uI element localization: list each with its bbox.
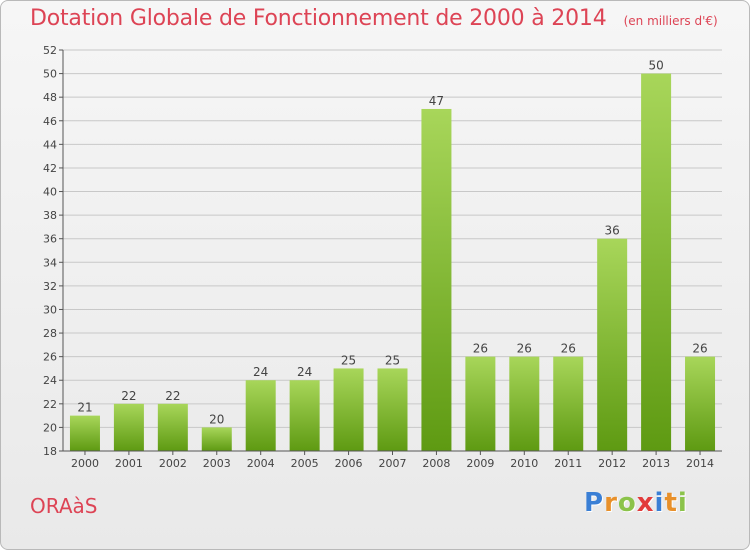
bar-2012 [597, 238, 628, 451]
data-label-2012: 36 [605, 224, 620, 238]
x-tick-label-2006: 2006 [335, 457, 363, 470]
y-tick-label: 34 [43, 256, 57, 269]
x-tick-label-2002: 2002 [159, 457, 187, 470]
x-tick-label-2012: 2012 [598, 457, 626, 470]
y-tick-label: 30 [43, 303, 57, 316]
y-tick-label: 46 [43, 115, 57, 128]
logo-letter: x [636, 488, 655, 518]
bar-2004 [245, 380, 276, 451]
y-tick-label: 18 [43, 445, 57, 458]
bar-2001 [113, 403, 144, 451]
bar-2011 [553, 356, 584, 451]
y-tick-label: 52 [43, 44, 57, 57]
data-label-2013: 50 [648, 59, 663, 73]
logo-letter: r [604, 488, 618, 518]
bar-2006 [333, 368, 364, 451]
chart-title-block: Dotation Globale de Fonctionnement de 20… [30, 6, 718, 31]
x-tick-label-2011: 2011 [554, 457, 582, 470]
bar-2005 [289, 380, 320, 451]
data-label-2005: 24 [297, 365, 312, 379]
y-tick-label: 20 [43, 421, 57, 434]
data-label-2014: 26 [692, 342, 707, 356]
x-tick-label-2001: 2001 [115, 457, 143, 470]
logo-letter: o [617, 488, 637, 518]
chart-title: Dotation Globale de Fonctionnement de 20… [30, 6, 607, 31]
y-tick-label: 48 [43, 91, 57, 104]
data-label-2001: 22 [121, 389, 136, 403]
proxiti-logo: Proxiti [584, 488, 688, 518]
y-tick-label: 28 [43, 327, 57, 340]
commune-name: ORAàS [30, 494, 98, 518]
x-tick-label-2004: 2004 [247, 457, 275, 470]
y-tick-label: 22 [43, 398, 57, 411]
x-tick-label-2003: 2003 [203, 457, 231, 470]
x-tick-label-2007: 2007 [379, 457, 407, 470]
bar-2003 [201, 427, 232, 451]
bar-2000 [69, 415, 100, 451]
logo-letter: i [677, 488, 688, 518]
bar-2013 [641, 73, 672, 452]
data-label-2006: 25 [341, 353, 356, 367]
logo-letter: t [664, 488, 678, 518]
y-tick-label: 24 [43, 374, 57, 387]
x-tick-label-2000: 2000 [71, 457, 99, 470]
bar-2010 [509, 356, 540, 451]
data-label-2000: 21 [77, 401, 92, 415]
bar-2007 [377, 368, 408, 451]
axes: 18 20 22 24 26 28 30 32 34 36 38 40 42 44 46 48 50 52 2000… [43, 44, 722, 470]
bars: 21 22 22 20 24 24 25 25 47 26 26 26 36 50 26 [69, 59, 716, 452]
bar-2002 [157, 403, 188, 451]
x-tick-label-2008: 2008 [422, 457, 450, 470]
data-label-2004: 24 [253, 365, 268, 379]
bar-2014 [685, 356, 716, 451]
y-tick-label: 26 [43, 351, 57, 364]
data-label-2007: 25 [385, 353, 400, 367]
logo-letter: i [654, 488, 665, 518]
bar-2009 [465, 356, 496, 451]
y-tick-label: 40 [43, 186, 57, 199]
data-label-2011: 26 [561, 342, 576, 356]
x-tick-label-2009: 2009 [466, 457, 494, 470]
y-tick-label: 42 [43, 162, 57, 175]
data-label-2003: 20 [209, 412, 224, 426]
bar-2008 [421, 108, 452, 452]
y-tick-label: 50 [43, 68, 57, 81]
x-tick-label-2014: 2014 [686, 457, 714, 470]
x-tick-label-2010: 2010 [510, 457, 538, 470]
y-tick-label: 38 [43, 209, 57, 222]
y-tick-label: 44 [43, 138, 57, 151]
chart-unit: (en milliers d'€) [623, 14, 718, 28]
data-label-2009: 26 [473, 342, 488, 356]
y-tick-label: 32 [43, 280, 57, 293]
x-tick-label-2005: 2005 [291, 457, 319, 470]
y-tick-label: 36 [43, 233, 57, 246]
data-label-2010: 26 [517, 342, 532, 356]
x-tick-label-2013: 2013 [642, 457, 670, 470]
data-label-2008: 47 [429, 94, 444, 108]
logo-letter: P [584, 488, 605, 518]
data-label-2002: 22 [165, 389, 180, 403]
